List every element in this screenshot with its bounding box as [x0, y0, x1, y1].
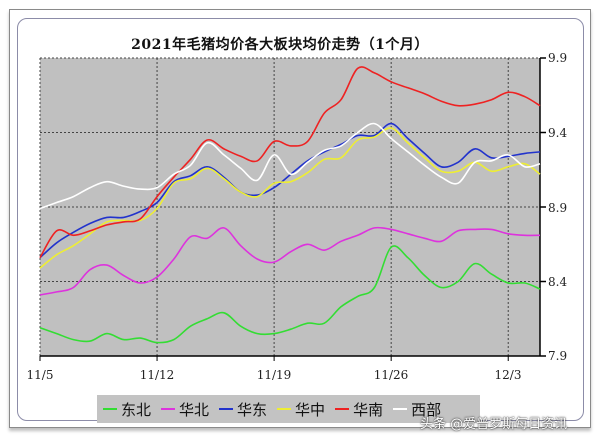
legend-swatch — [277, 408, 292, 410]
legend-item-huanan: 华南 — [335, 399, 383, 420]
watermark: 头条 @爱普罗斯每日资讯 — [420, 417, 568, 432]
legend-swatch — [393, 408, 408, 410]
legend-label: 华北 — [179, 400, 210, 419]
x-tick-label: 11/26 — [373, 368, 409, 382]
series-line-西部 — [39, 122, 541, 210]
legend-swatch — [219, 408, 234, 410]
legend-swatch — [161, 408, 176, 410]
y-tick-label: 8.9 — [548, 201, 568, 215]
legend-label: 华南 — [353, 400, 384, 419]
chart-legend: 东北 华北 华东 华中 华南 西部 — [97, 395, 480, 423]
series-line-华北 — [39, 226, 541, 296]
y-tick-label: 8.4 — [548, 275, 568, 289]
legend-label: 华东 — [237, 400, 268, 419]
x-tick-label: 11/19 — [256, 368, 292, 382]
legend-label: 西部 — [411, 400, 442, 419]
legend-item-dongbei: 东北 — [103, 399, 151, 420]
legend-swatch — [103, 408, 117, 410]
y-tick-label: 7.9 — [548, 349, 568, 363]
legend-item-huazhong: 华中 — [277, 399, 325, 420]
series-line-东北 — [39, 245, 541, 344]
legend-label: 华中 — [295, 400, 326, 419]
y-tick-label: 9.9 — [548, 51, 568, 65]
legend-item-huabei: 华北 — [161, 399, 209, 420]
legend-item-huadong: 华东 — [219, 399, 267, 420]
x-tick-label: 12/3 — [494, 368, 522, 382]
x-tick-label: 11/5 — [26, 368, 54, 382]
legend-item-xibu: 西部 — [393, 399, 441, 420]
legend-label: 东北 — [121, 400, 152, 419]
x-tick-label: 11/12 — [139, 368, 175, 382]
series-line-华南 — [39, 66, 541, 259]
legend-swatch — [335, 408, 350, 410]
y-tick-label: 9.4 — [548, 126, 568, 140]
series-line-华中 — [39, 127, 541, 269]
chart-title: 2021年毛猪均价各大板块均价走势（1个月） — [131, 37, 429, 53]
